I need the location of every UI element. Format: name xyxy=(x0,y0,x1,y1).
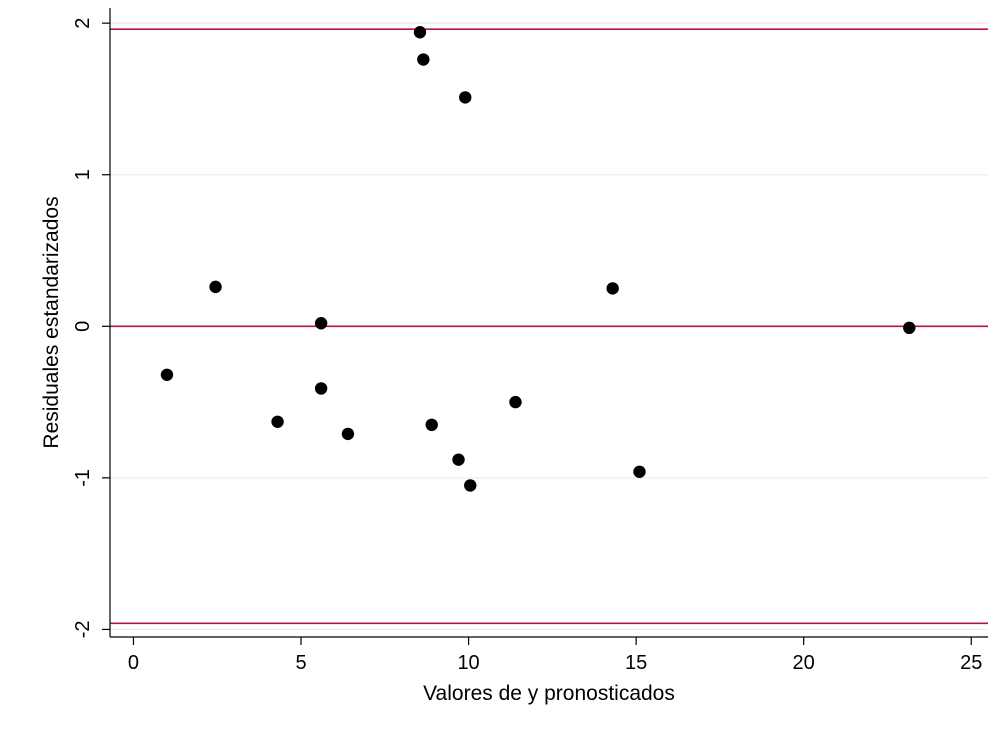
data-point xyxy=(413,26,427,39)
x-tick-label: 10 xyxy=(457,652,479,674)
x-tick-label: 0 xyxy=(128,652,139,674)
data-point xyxy=(452,453,465,466)
x-tick-label: 5 xyxy=(295,652,306,674)
y-axis-title: Residuales estandarizados xyxy=(40,196,63,448)
x-tick-label: 15 xyxy=(625,652,647,674)
reference-lines xyxy=(110,28,988,625)
data-point xyxy=(459,91,472,104)
data-point xyxy=(341,427,355,441)
y-tick-label: 0 xyxy=(72,321,94,332)
x-tick-label: 25 xyxy=(960,652,982,674)
data-point xyxy=(425,418,438,432)
y-tick-label: 1 xyxy=(72,169,94,180)
data-point xyxy=(160,368,174,381)
data-points xyxy=(160,26,916,492)
data-point xyxy=(417,53,430,66)
data-point xyxy=(606,282,619,295)
data-point xyxy=(509,395,522,409)
y-tick-label: -1 xyxy=(72,469,94,487)
data-point xyxy=(271,415,284,428)
y-tick-label: 2 xyxy=(72,18,94,29)
y-tick-label: -2 xyxy=(72,621,94,639)
x-axis-title: Valores de y pronosticados xyxy=(423,682,675,705)
x-tick-label: 20 xyxy=(793,652,815,674)
data-point xyxy=(633,465,646,478)
data-point xyxy=(209,280,222,294)
data-point xyxy=(903,321,916,335)
data-point xyxy=(314,317,328,330)
data-point xyxy=(464,479,477,492)
data-point xyxy=(314,382,328,395)
